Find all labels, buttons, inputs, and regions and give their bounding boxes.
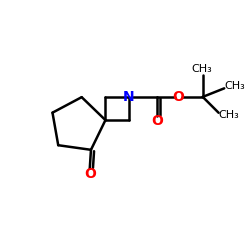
Text: O: O (172, 90, 184, 104)
Text: O: O (84, 167, 96, 181)
Text: O: O (151, 114, 163, 128)
Text: CH₃: CH₃ (224, 81, 245, 91)
Text: N: N (123, 90, 134, 104)
Text: CH₃: CH₃ (218, 110, 239, 120)
Text: CH₃: CH₃ (192, 64, 212, 74)
